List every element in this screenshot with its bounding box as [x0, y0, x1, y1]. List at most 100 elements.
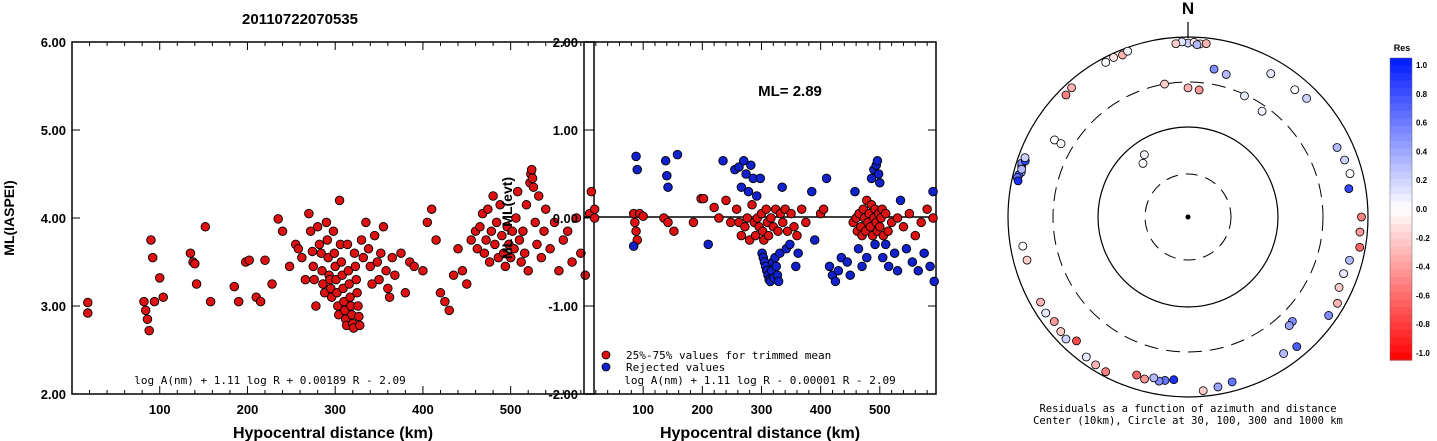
rejected-point [895, 195, 906, 206]
station-point [367, 279, 377, 289]
station-point [390, 270, 400, 280]
station-point [532, 239, 542, 250]
figure-title: 20110722070535 [242, 11, 358, 28]
colorbar-tick-label: -1.0 [1416, 349, 1430, 358]
station-point [322, 235, 333, 245]
station-point [400, 288, 411, 298]
rejected-point [821, 173, 832, 184]
station-point [142, 314, 153, 324]
y-tick-label: 2.00 [553, 35, 578, 50]
station-point [453, 244, 463, 254]
colorbar-swatch [1390, 65, 1412, 74]
station-point [472, 244, 483, 254]
station-point [688, 217, 699, 228]
station-point [523, 266, 533, 276]
legend: 25%-75% values for trimmed mean Rejected… [601, 349, 831, 374]
colorbar-swatch [1390, 95, 1412, 104]
station-residual-marker [1302, 94, 1311, 103]
station-point [369, 230, 380, 241]
station-point [384, 292, 395, 302]
colorbar-swatch [1390, 344, 1412, 354]
station-point [789, 222, 799, 232]
station-residual-marker [1056, 327, 1066, 336]
station-point [316, 248, 326, 258]
station-point [356, 235, 367, 245]
station-point [786, 208, 796, 219]
station-residual-marker [1041, 308, 1051, 318]
station-point [740, 222, 750, 232]
station-point [904, 208, 915, 219]
rejected-point [791, 261, 801, 272]
station-point [361, 217, 371, 228]
y-axis-label: ML - ML(evt) [499, 177, 515, 259]
station-point [466, 235, 476, 245]
rejected-point [663, 182, 673, 192]
y-tick-label: -2.00 [548, 387, 578, 402]
y-tick-label: 2.00 [41, 387, 66, 402]
colorbar-swatch [1390, 80, 1412, 89]
station-residual-marker [1149, 373, 1159, 383]
rejected-point [866, 173, 877, 184]
x-tick-label: 200 [691, 402, 713, 417]
x-axis-label: Hypocentral distance (km) [660, 425, 860, 441]
colorbar-swatch [1390, 352, 1412, 361]
station-point [321, 217, 332, 228]
station-point [484, 257, 495, 267]
station-point [396, 248, 406, 258]
station-point [714, 213, 724, 223]
x-tick-label: 500 [500, 402, 522, 417]
colorbar-tick-label: 0.6 [1416, 119, 1428, 128]
station-point [307, 246, 318, 257]
rejected-point [913, 266, 924, 276]
station-point [545, 244, 555, 254]
station-point [349, 248, 360, 258]
station-point [498, 248, 509, 258]
station-point [497, 230, 507, 241]
station-point [343, 266, 354, 276]
rejected-point [672, 149, 683, 160]
colorbar-swatch [1390, 337, 1412, 346]
station-point [549, 217, 560, 228]
station-residual-marker [1036, 297, 1045, 307]
station-point [518, 226, 528, 236]
station-point [233, 296, 244, 307]
station-point [698, 193, 709, 204]
station-residual-marker [1340, 155, 1350, 165]
station-point [527, 173, 538, 184]
rejected-point [901, 244, 912, 254]
station-residual-marker [1355, 227, 1365, 237]
station-point [516, 257, 526, 267]
station-point [736, 230, 747, 241]
station-point [149, 296, 160, 307]
colorbar-swatch [1390, 322, 1412, 331]
station-residual-marker [1160, 79, 1169, 89]
station-point [792, 230, 802, 241]
station-point [409, 261, 419, 272]
station-residual-marker [1344, 184, 1354, 194]
station-point [539, 226, 549, 236]
north-label: N [1182, 0, 1194, 18]
station-point [376, 248, 386, 258]
station-point [491, 217, 502, 228]
station-point [709, 202, 719, 213]
x-tick-label: 100 [632, 402, 654, 417]
rejected-point [775, 248, 785, 258]
ring-100km [1097, 126, 1279, 308]
colorbar-swatch [1390, 216, 1412, 225]
station-residual-marker [1333, 298, 1342, 308]
x-tick-label: 300 [324, 402, 346, 417]
station-residual-marker [1209, 64, 1219, 74]
rejected-point [660, 156, 671, 166]
y-tick-label: -1.00 [548, 299, 578, 314]
station-residual-marker [1061, 334, 1071, 344]
station-residual-marker [1049, 317, 1059, 326]
station-point [519, 248, 530, 258]
station-residual-marker [1183, 83, 1193, 93]
station-point [731, 204, 742, 214]
station-point [512, 186, 523, 197]
station-point [305, 226, 316, 236]
station-point [892, 213, 903, 223]
station-point [576, 248, 586, 258]
station-point [916, 217, 926, 228]
station-point [562, 226, 573, 236]
